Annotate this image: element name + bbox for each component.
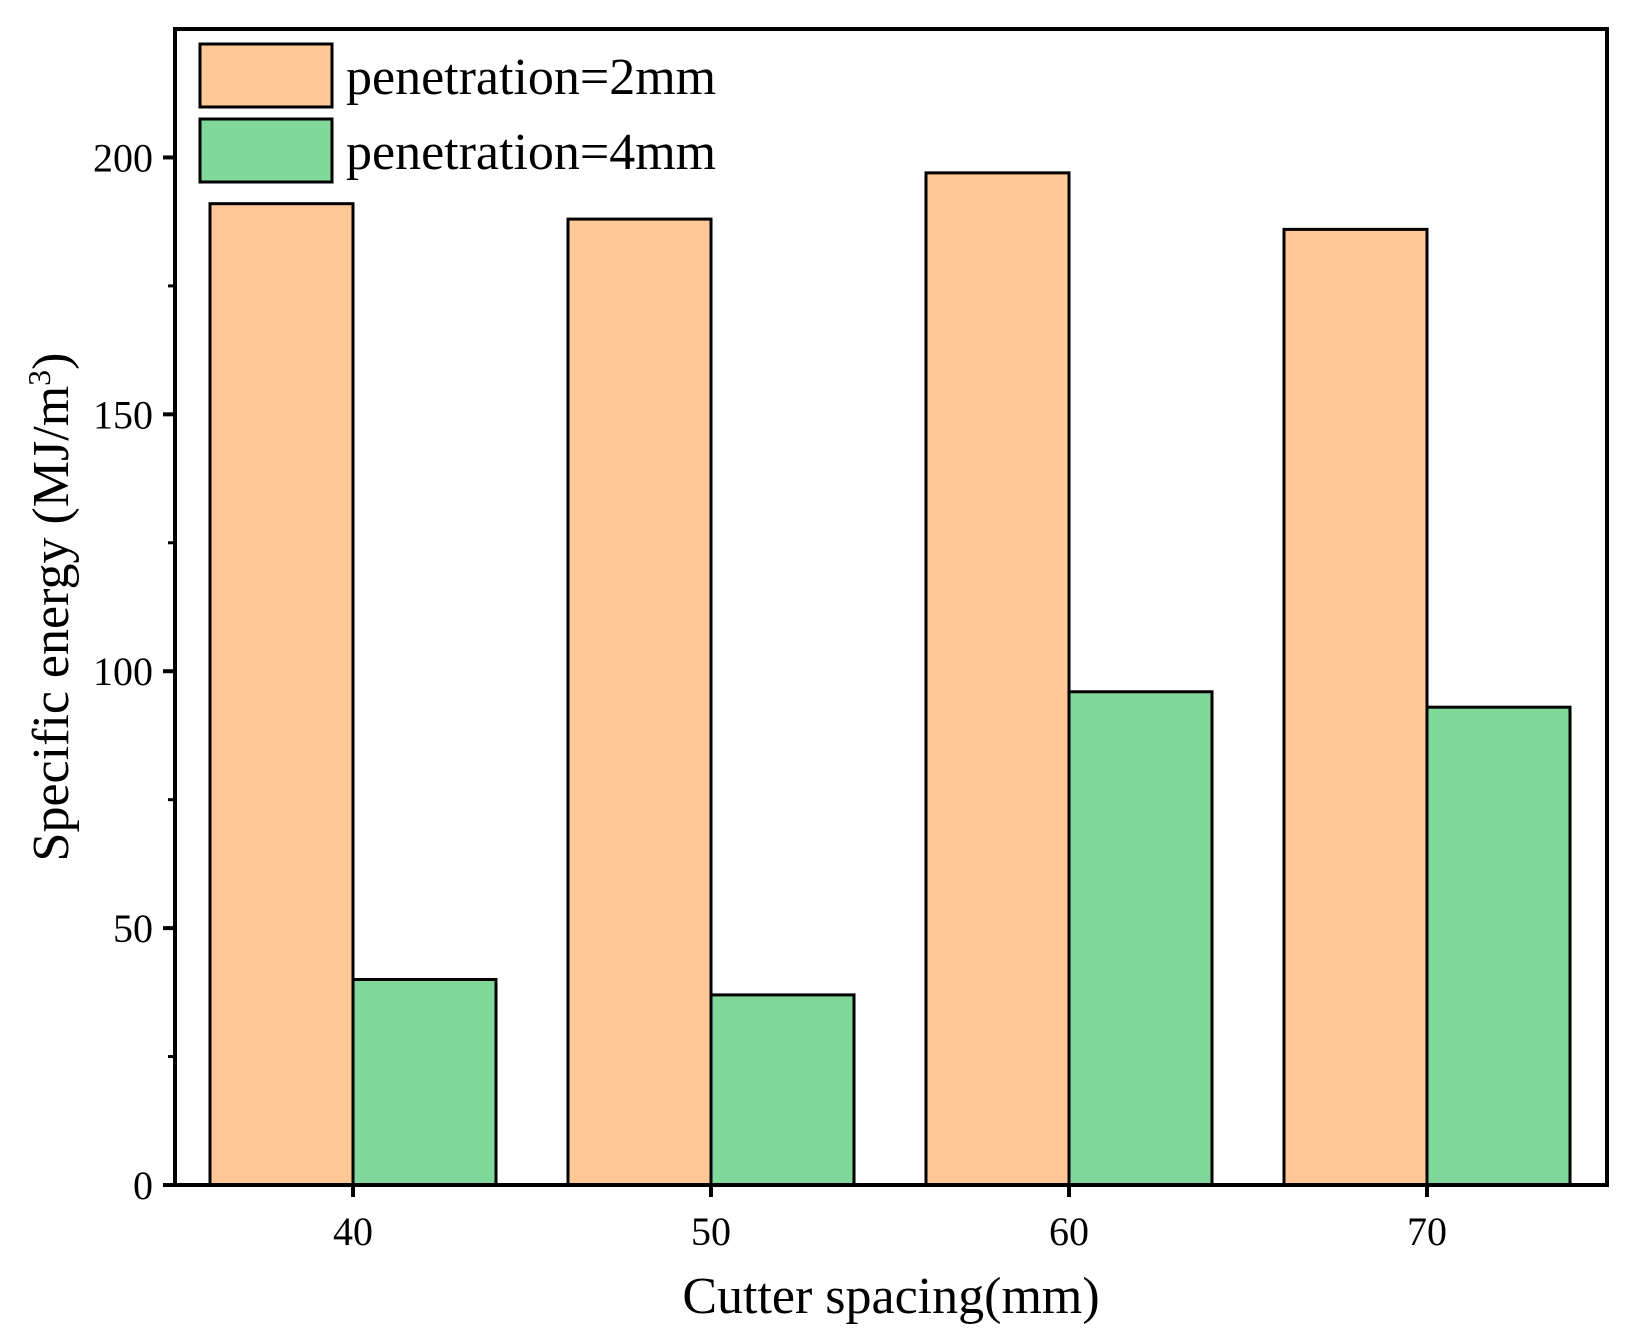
bar-2-70 (1425, 705, 1572, 1187)
legend-label-1: penetration=2mm (346, 49, 716, 106)
y-tick-label-150: 150 (93, 392, 153, 437)
y-tick-label-100: 100 (93, 649, 153, 694)
y-tick-label-50: 50 (113, 906, 153, 951)
bar-1-60 (924, 171, 1071, 1187)
legend-swatch-2 (198, 117, 334, 184)
x-tick-label-70: 70 (1407, 1209, 1447, 1254)
y-axis-title-suffix: ) (23, 353, 80, 370)
legend: penetration=2mm penetration=4mm (198, 42, 716, 184)
y-axis-title: Specific energy (MJ/m3) (21, 353, 80, 862)
x-tick-label-40: 40 (333, 1209, 373, 1254)
bars-group (208, 171, 1572, 1187)
y-tick-label-0: 0 (133, 1163, 153, 1208)
y-tick-label-200: 200 (93, 135, 153, 180)
bar-1-70 (1282, 227, 1429, 1187)
bar-2-50 (709, 993, 856, 1187)
bar-2-40 (351, 977, 498, 1187)
x-tick-label-50: 50 (691, 1209, 731, 1254)
bar-2-60 (1067, 690, 1214, 1187)
y-axis-title-superscript: 3 (21, 370, 57, 386)
y-axis-ticks: 0 50 100 150 200 (93, 135, 175, 1208)
bar-1-40 (208, 202, 355, 1187)
plot-frame (173, 27, 1609, 1187)
x-axis-title: Cutter spacing(mm) (682, 1268, 1099, 1325)
x-tick-label-60: 60 (1049, 1209, 1089, 1254)
legend-label-2: penetration=4mm (346, 124, 716, 181)
x-axis-ticks: 40 50 60 70 (333, 1185, 1447, 1254)
y-axis-title-main: Specific energy (MJ/m (23, 386, 80, 862)
bar-1-50 (566, 217, 713, 1187)
legend-swatch-1 (198, 42, 334, 109)
